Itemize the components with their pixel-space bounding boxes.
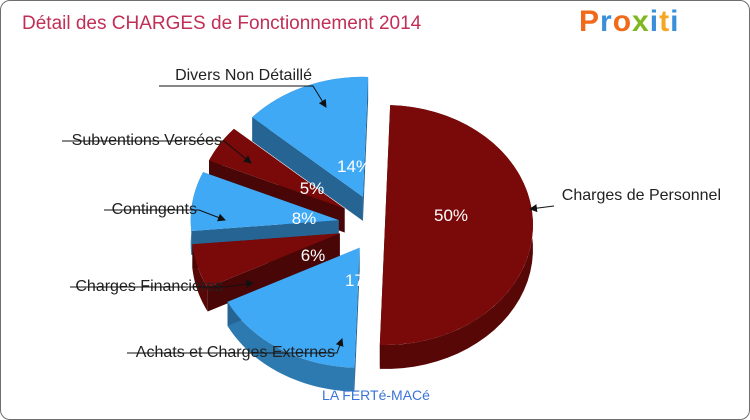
leader-line [104, 209, 226, 222]
pie-slice-percent: 5% [300, 179, 325, 198]
pie-slice-percent: 50% [434, 206, 468, 225]
leader-line [62, 140, 252, 164]
pie-slice-achats-et-charges-externes [227, 247, 360, 392]
pie-slice-label: Divers Non Détaillé [175, 67, 312, 84]
pie-slice-percent: 17% [345, 271, 379, 290]
pie-slice-label: Charges de Personnel [562, 187, 721, 204]
pie-slice-percent: 6% [301, 246, 326, 265]
chart-subtitle: LA FERTé-MACé [322, 387, 430, 403]
chart-title: Détail des CHARGES de Fonctionnement 201… [22, 13, 422, 34]
pie-slice-charges-financi-res [192, 233, 340, 312]
pie-slice-percent: 8% [292, 209, 317, 228]
pie-slice-divers-non-d-taill- [252, 76, 369, 221]
leader-line [529, 204, 555, 213]
proxiti-logo: Proxiti [579, 5, 680, 38]
pie-slice-charges-de-personnel [379, 105, 533, 369]
leader-line [159, 85, 327, 108]
leader-line [127, 338, 344, 354]
pie-slice-percent: 14% [337, 157, 371, 176]
leader-line [70, 280, 254, 288]
